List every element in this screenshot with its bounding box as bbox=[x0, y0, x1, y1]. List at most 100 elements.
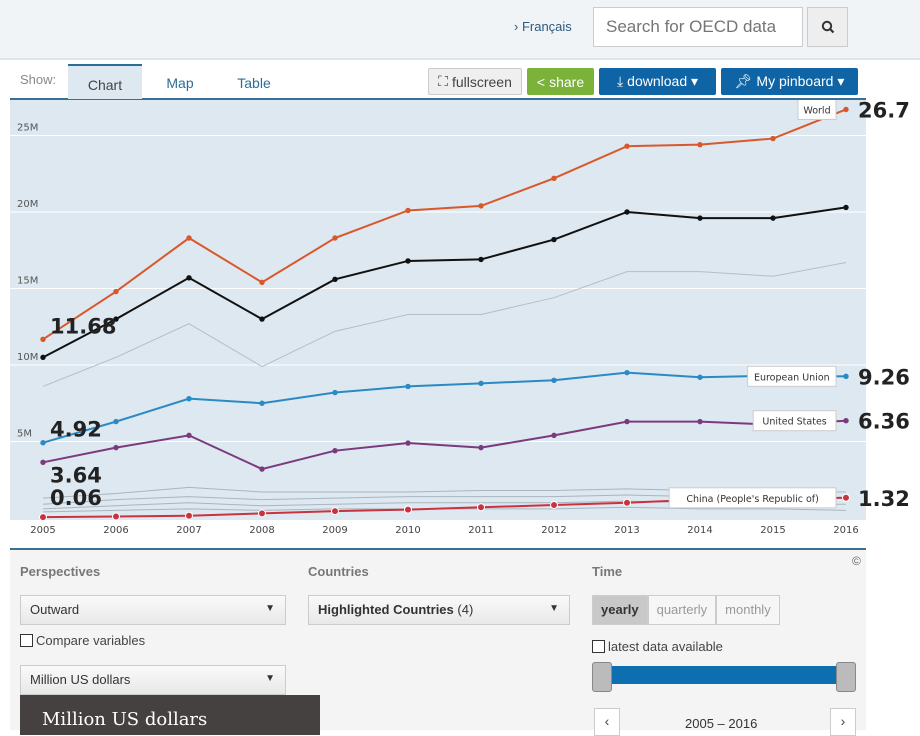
range-end-handle[interactable] bbox=[836, 662, 856, 692]
data-point bbox=[40, 336, 46, 342]
data-point bbox=[404, 505, 412, 514]
x-tick-label: 2015 bbox=[760, 525, 785, 536]
magnifier-icon bbox=[821, 20, 834, 34]
tab-chart[interactable]: Chart bbox=[68, 64, 142, 99]
data-point bbox=[113, 418, 119, 425]
series-line-world bbox=[42, 108, 847, 341]
data-point bbox=[39, 513, 47, 522]
share-label: share bbox=[549, 73, 585, 90]
series-label-box bbox=[747, 365, 837, 387]
series-label: European Union bbox=[754, 372, 830, 383]
series-line-european bbox=[42, 371, 847, 444]
data-point bbox=[40, 440, 46, 446]
range-start-handle[interactable] bbox=[592, 662, 612, 692]
data-point bbox=[332, 389, 338, 396]
y-tick-label: 15M bbox=[17, 276, 38, 287]
data-point bbox=[623, 498, 631, 507]
data-point bbox=[697, 374, 703, 380]
time-frequency-toggle: yearly quarterly monthly bbox=[592, 595, 780, 625]
download-icon: ⤓ bbox=[616, 73, 624, 89]
time-title: Time bbox=[592, 564, 623, 579]
fullscreen-button[interactable]: ⛶ fullscreen bbox=[428, 68, 522, 95]
start-value-label: 0.06 bbox=[50, 486, 102, 510]
data-point bbox=[770, 135, 776, 142]
copyright: © bbox=[852, 554, 861, 568]
checkbox-icon bbox=[20, 634, 33, 647]
compare-variables-checkbox[interactable]: Compare variables bbox=[20, 633, 145, 648]
countries-select[interactable]: Highlighted Countries (4) ▼ bbox=[308, 595, 570, 625]
x-tick-label: 2010 bbox=[395, 525, 420, 536]
monthly-toggle[interactable]: monthly bbox=[716, 595, 780, 625]
tab-table[interactable]: Table bbox=[237, 75, 271, 91]
data-point bbox=[40, 459, 46, 466]
unit-value: Million US dollars bbox=[30, 672, 131, 687]
data-point bbox=[259, 466, 265, 472]
y-tick-label: 25M bbox=[17, 123, 38, 134]
data-point bbox=[405, 383, 411, 390]
series-label-box bbox=[797, 100, 837, 120]
data-point bbox=[770, 215, 776, 221]
dropdown-arrow-icon: ▼ bbox=[549, 603, 559, 614]
perspective-select[interactable]: Outward ▼ bbox=[20, 595, 286, 625]
data-point bbox=[624, 209, 630, 215]
countries-value: Highlighted Countries bbox=[318, 602, 454, 617]
data-point bbox=[843, 417, 849, 424]
share-button[interactable]: < share bbox=[527, 68, 594, 95]
data-point bbox=[185, 511, 193, 520]
compare-label: Compare variables bbox=[36, 633, 146, 648]
tab-map[interactable]: Map bbox=[166, 75, 194, 91]
fullscreen-label: fullscreen bbox=[451, 73, 512, 90]
x-tick-label: 2016 bbox=[833, 525, 858, 536]
start-value-label: 3.64 bbox=[50, 463, 102, 487]
data-point bbox=[332, 276, 338, 283]
x-tick-label: 2005 bbox=[30, 525, 55, 536]
data-point bbox=[112, 512, 120, 521]
latest-data-checkbox[interactable]: latest data available bbox=[592, 639, 723, 654]
end-value-label: 1.32 bbox=[858, 487, 910, 511]
end-value-label: 6.36 bbox=[858, 410, 910, 434]
end-value-label: 9.26 bbox=[858, 365, 910, 389]
line-chart: 5M 10M 15M 20M 25M 2005 2006 2007 2008 2009 2010 20… bbox=[10, 100, 910, 536]
data-point bbox=[332, 235, 338, 241]
pin-icon: 📌︎ bbox=[734, 73, 753, 89]
data-point bbox=[478, 380, 484, 387]
show-label: Show: bbox=[20, 72, 57, 87]
series-label: World bbox=[803, 105, 830, 116]
data-point bbox=[697, 418, 703, 425]
x-tick-label: 2013 bbox=[614, 525, 639, 536]
prev-range-button[interactable]: ‹ bbox=[594, 708, 620, 736]
data-point bbox=[259, 279, 265, 286]
share-icon: < bbox=[536, 73, 546, 90]
download-button[interactable]: ⤓ download ▾ bbox=[599, 68, 716, 95]
plot-background bbox=[10, 100, 866, 520]
time-range-label: 2005 – 2016 bbox=[685, 716, 758, 731]
time-range-track[interactable] bbox=[607, 666, 847, 684]
pinboard-button[interactable]: 📌︎ My pinboard ▾ bbox=[721, 68, 858, 95]
data-point bbox=[477, 503, 485, 512]
controls-panel: Perspectives Outward ▼ Compare variables … bbox=[10, 548, 866, 736]
x-tick-label: 2014 bbox=[687, 525, 712, 536]
x-tick-label: 2007 bbox=[176, 525, 201, 536]
checkbox-icon bbox=[592, 640, 605, 653]
countries-count: (4) bbox=[457, 602, 474, 617]
quarterly-toggle[interactable]: quarterly bbox=[647, 595, 717, 625]
francais-link[interactable]: › Français bbox=[514, 19, 572, 34]
search-button[interactable] bbox=[807, 7, 848, 47]
data-point bbox=[624, 369, 630, 376]
search-input[interactable] bbox=[593, 7, 803, 47]
data-point bbox=[113, 316, 119, 322]
data-point bbox=[550, 500, 558, 509]
data-point bbox=[843, 204, 849, 211]
data-point bbox=[405, 258, 411, 264]
x-tick-label: 2008 bbox=[249, 525, 274, 536]
yearly-toggle[interactable]: yearly bbox=[592, 595, 648, 625]
data-point bbox=[551, 236, 557, 243]
perspectives-title: Perspectives bbox=[20, 564, 101, 579]
unit-select[interactable]: Million US dollars ▼ bbox=[20, 665, 286, 695]
data-point bbox=[697, 215, 703, 221]
next-range-button[interactable]: › bbox=[830, 708, 856, 736]
data-point bbox=[697, 141, 703, 148]
perspective-value: Outward bbox=[30, 602, 80, 617]
data-point bbox=[478, 444, 484, 451]
data-point bbox=[113, 444, 119, 451]
